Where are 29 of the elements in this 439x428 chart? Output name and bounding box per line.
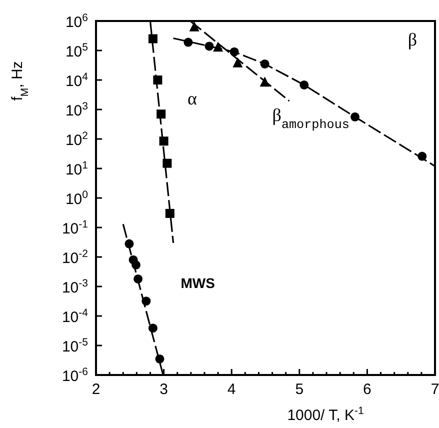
- y-tick-label: 10$^{-4}$: [62, 307, 88, 326]
- point: [165, 208, 174, 218]
- y-tick-label: 10$^{0}$: [65, 189, 88, 208]
- x-tick-label: 3: [160, 381, 168, 398]
- y-tick-label: 10$^{5}$: [65, 42, 88, 60]
- y-tick-label: 10$^{1}$: [65, 160, 88, 178]
- y-tick-label: 10$^{-2}$: [62, 248, 88, 267]
- y-tick-label: 10$^{6}$: [65, 12, 88, 31]
- x-tick-label: 6: [363, 381, 372, 398]
- annotation: α: [188, 88, 198, 108]
- y-tick-label: 10$^{4}$: [65, 71, 88, 90]
- y-tick-label: 10$^{-6}$: [62, 366, 88, 385]
- x-tick-label: 7: [430, 381, 439, 398]
- point: [213, 42, 224, 52]
- y-tick-label: 10$^{-3}$: [62, 278, 88, 296]
- x-tick-label: 4: [227, 381, 236, 398]
- y-tick-label: 10$^{-1}$: [62, 218, 88, 238]
- annotation: MWS: [180, 274, 215, 291]
- x-tick-label: 2: [92, 381, 100, 398]
- point: [232, 57, 243, 68]
- x-tick-label: 5: [295, 381, 304, 398]
- y-tick-label: 10$^{3}$: [65, 100, 88, 120]
- annotation: β$_{amorphous}$: [272, 105, 350, 132]
- y-tick-label: 10$^{-5}$: [62, 336, 88, 356]
- point: [148, 34, 158, 44]
- x-axis-title: 1000/ T, K$^{-1}$: [287, 405, 364, 424]
- annotation: β: [408, 29, 418, 50]
- y-tick-label: 10$^{2}$: [65, 130, 88, 149]
- point: [162, 158, 172, 168]
